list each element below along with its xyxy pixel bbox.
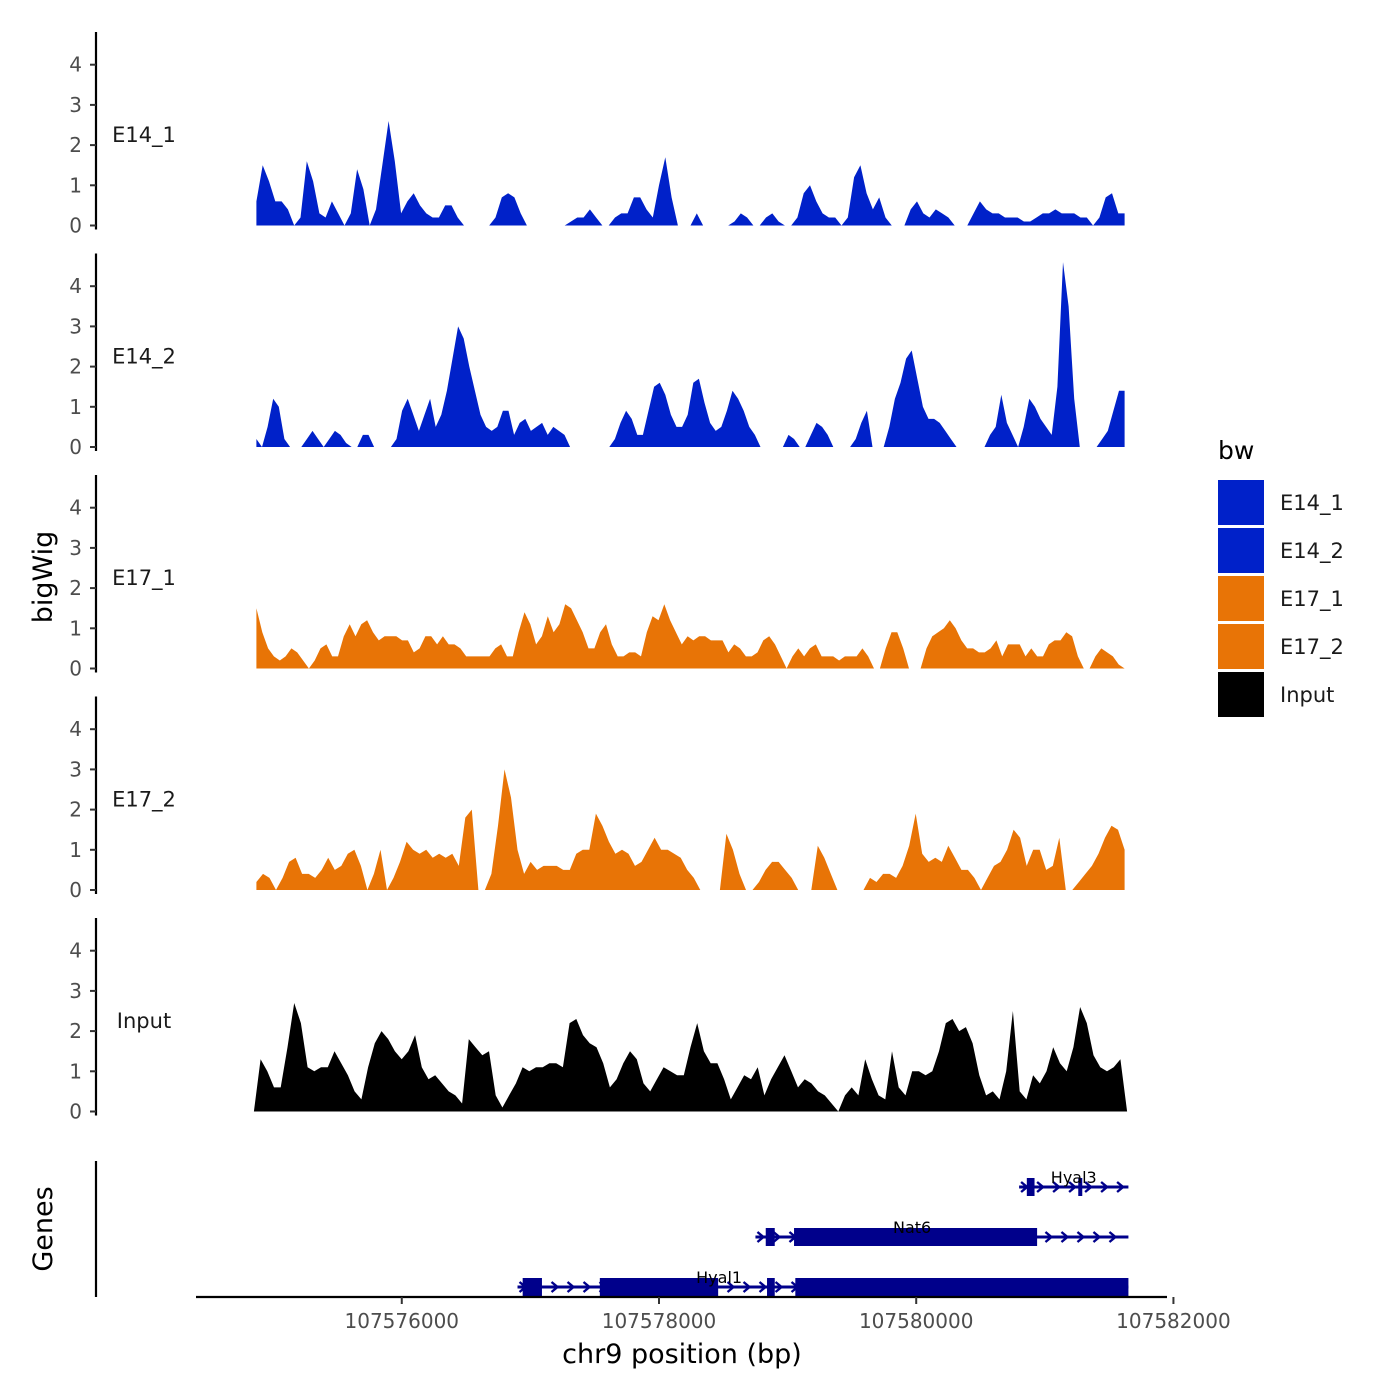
strand-arrow xyxy=(1108,1231,1118,1243)
y-tick-label: 4 xyxy=(69,717,82,741)
strand-arrow xyxy=(550,1281,560,1293)
coverage-area-input xyxy=(253,1003,1128,1112)
strand-arrow xyxy=(1044,1231,1054,1243)
legend-title: bw xyxy=(1218,436,1254,465)
genes-panel: Hyal3 Nat6 Hyal1 xyxy=(94,1161,1129,1297)
y-tick-label: 1 xyxy=(69,1059,82,1083)
legend-label: E14_2 xyxy=(1280,539,1344,564)
panel-e17-1: 0 1 2 3 4 E17_1 xyxy=(69,475,1125,681)
y-tick-label: 2 xyxy=(69,355,82,379)
panel-e14-2: 0 1 2 3 4 E14_2 xyxy=(69,253,1125,459)
strand-arrow xyxy=(1036,1181,1045,1193)
strand-arrow xyxy=(756,1231,766,1243)
track-name: E14_2 xyxy=(112,345,176,370)
strand-arrow xyxy=(566,1281,576,1293)
track-name: E14_1 xyxy=(112,123,176,148)
y-tick-label: 0 xyxy=(69,1100,82,1124)
y-tick-label: 4 xyxy=(69,53,82,77)
strand-arrow xyxy=(774,1281,784,1293)
y-tick-label: 3 xyxy=(69,979,82,1003)
coverage-area-e14-2 xyxy=(256,262,1125,447)
y-tick-label: 4 xyxy=(69,274,82,298)
track-name: Input xyxy=(117,1009,171,1033)
track-name: E17_1 xyxy=(112,566,176,591)
strand-arrow xyxy=(726,1281,736,1293)
y-tick-label: 3 xyxy=(69,314,82,338)
panel-e14-1: 0 1 2 3 4 E14_1 xyxy=(69,32,1125,238)
y-tick-label: 2 xyxy=(69,798,82,822)
y-tick-label: 2 xyxy=(69,133,82,157)
y-tick-label: 1 xyxy=(69,173,82,197)
x-tick-label: 107576000 xyxy=(345,1309,460,1333)
y-tick-label: 2 xyxy=(69,576,82,600)
y-tick-label: 0 xyxy=(69,657,82,681)
gene-exon xyxy=(794,1228,1038,1246)
y-tick-label: 0 xyxy=(69,435,82,459)
legend-label: E17_2 xyxy=(1280,635,1344,660)
gene-hyal3: Hyal3 xyxy=(1019,1168,1129,1196)
legend-label: E17_1 xyxy=(1280,587,1344,612)
y-tick-label: 1 xyxy=(69,838,82,862)
x-tick-label: 107580000 xyxy=(859,1309,974,1333)
x-axis: 107576000 107578000 107580000 107582000 xyxy=(196,1295,1231,1333)
y-tick-label: 4 xyxy=(69,496,82,520)
track-name: E17_2 xyxy=(112,788,176,813)
y-tick-label: 1 xyxy=(69,616,82,640)
gene-exon xyxy=(522,1278,542,1296)
legend-swatch xyxy=(1218,480,1264,525)
strand-arrow xyxy=(1100,1181,1109,1193)
x-tick-label: 107582000 xyxy=(1116,1309,1231,1333)
panel-input: 0 1 2 3 4 Input xyxy=(69,918,1128,1124)
strand-arrow xyxy=(1052,1181,1061,1193)
genes-axis-title: Genes xyxy=(28,1186,59,1271)
gene-nat6: Nat6 xyxy=(755,1218,1129,1246)
gene-exon xyxy=(599,1278,719,1296)
strand-arrow xyxy=(1092,1231,1102,1243)
gene-exon xyxy=(1078,1178,1083,1196)
coverage-area-e17-2 xyxy=(256,769,1125,890)
y-tick-label: 0 xyxy=(69,214,82,238)
legend: bw E14_1 E14_2 E17_1 E17_2 Input xyxy=(1218,436,1344,717)
legend-swatch xyxy=(1218,624,1264,669)
coverage-panels: 0 1 2 3 4 E14_1 0 1 2 3 4 E14_2 0 1 2 3 4 E17_1 0 1 2 3 4 E17_2… xyxy=(69,32,1128,1124)
gene-label: Nat6 xyxy=(893,1218,931,1237)
y-axis-title: bigWig xyxy=(28,531,59,624)
legend-swatch xyxy=(1218,528,1264,573)
coverage-area-e14-1 xyxy=(256,121,1125,226)
y-tick-label: 0 xyxy=(69,878,82,902)
y-tick-label: 3 xyxy=(69,93,82,117)
strand-arrow xyxy=(582,1281,592,1293)
gene-exon xyxy=(767,1278,775,1296)
legend-label: E14_1 xyxy=(1280,491,1344,516)
y-tick-label: 3 xyxy=(69,536,82,560)
legend-label: Input xyxy=(1280,683,1334,707)
strand-arrow xyxy=(1068,1181,1077,1193)
strand-arrow xyxy=(742,1281,752,1293)
strand-arrow xyxy=(1076,1231,1086,1243)
y-tick-label: 3 xyxy=(69,757,82,781)
strand-arrow xyxy=(1084,1181,1093,1193)
y-tick-label: 2 xyxy=(69,1019,82,1043)
x-tick-label: 107578000 xyxy=(602,1309,717,1333)
panel-e17-2: 0 1 2 3 4 E17_2 xyxy=(69,696,1125,902)
y-tick-label: 4 xyxy=(69,939,82,963)
gene-label: Hyal1 xyxy=(696,1268,742,1287)
legend-swatch xyxy=(1218,672,1264,717)
strand-arrow xyxy=(1116,1181,1125,1193)
x-axis-title: chr9 position (bp) xyxy=(562,1339,802,1370)
y-tick-label: 1 xyxy=(69,395,82,419)
strand-arrow xyxy=(772,1231,782,1243)
gene-hyal1: Hyal1 xyxy=(517,1268,1129,1296)
gene-exon xyxy=(795,1278,1129,1296)
gene-exon xyxy=(765,1228,775,1246)
gene-label: Hyal3 xyxy=(1051,1168,1097,1187)
strand-arrow xyxy=(1060,1231,1070,1243)
legend-swatch xyxy=(1218,576,1264,621)
gene-exon xyxy=(1026,1178,1035,1196)
strand-arrow xyxy=(758,1281,768,1293)
coverage-area-e17-1 xyxy=(256,604,1125,669)
